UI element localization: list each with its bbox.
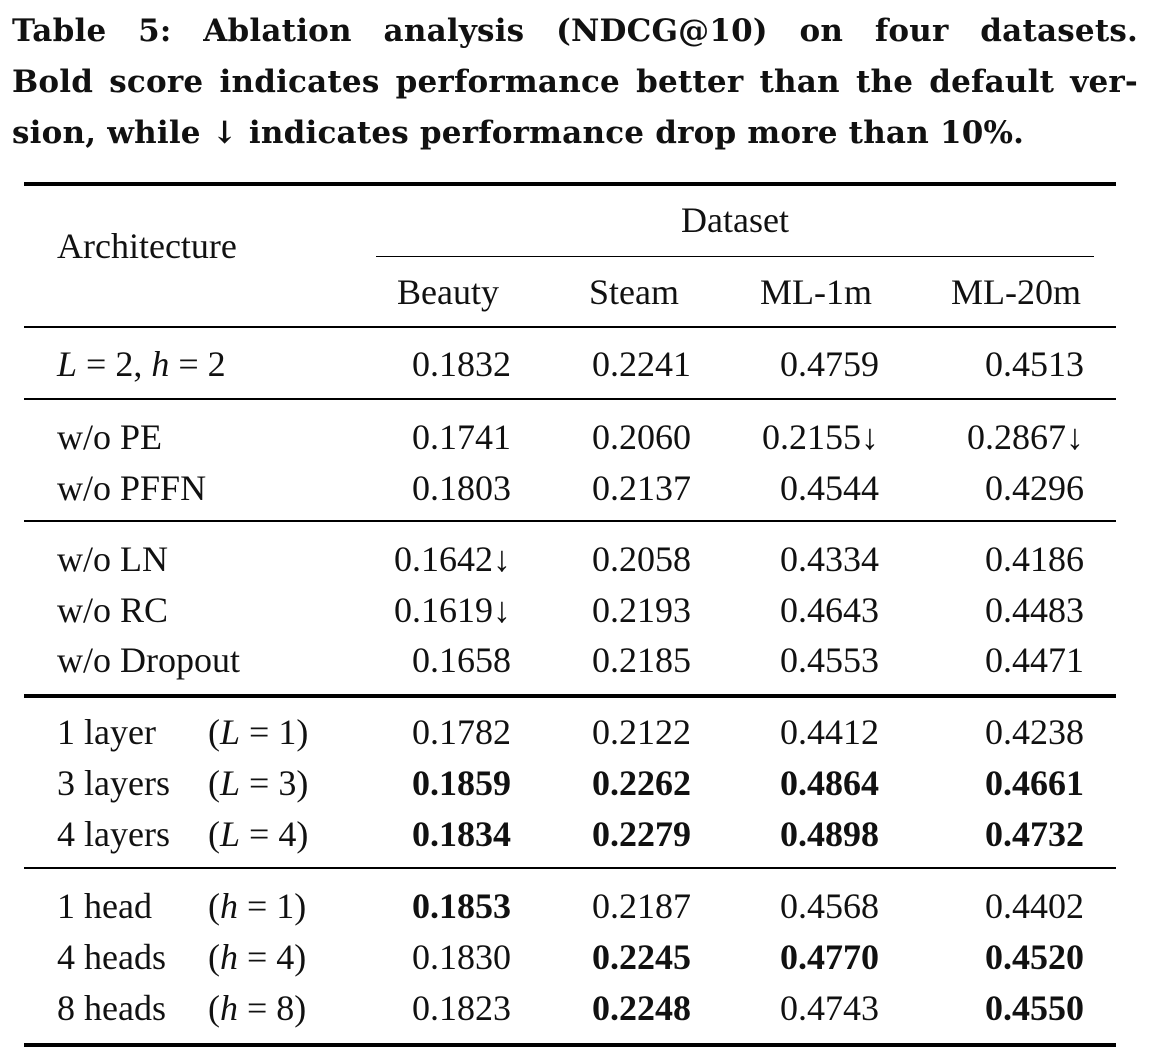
cell-steam: 0.2058 bbox=[592, 539, 691, 579]
cell-steam: 0.2193 bbox=[592, 590, 691, 630]
group-rule-2 bbox=[24, 520, 1116, 522]
caption-line-3: sion, while ↓ indicates performance drop… bbox=[12, 115, 1025, 151]
cell-ml20m: 0.4471 bbox=[985, 640, 1084, 680]
row-setting: (h = 1) bbox=[208, 886, 307, 926]
row-label: 4 heads bbox=[57, 937, 166, 977]
cell-ml1m: 0.4770 bbox=[780, 937, 879, 977]
cell-beauty: 0.1830 bbox=[412, 937, 511, 977]
cell-steam: 0.2185 bbox=[592, 640, 691, 680]
cell-beauty: 0.1834 bbox=[412, 814, 511, 854]
cell-ml1m: 0.4864 bbox=[780, 763, 879, 803]
cell-steam: 0.2060 bbox=[592, 417, 691, 457]
row-label: 8 heads bbox=[57, 988, 166, 1028]
cell-ml20m: 0.4483 bbox=[985, 590, 1084, 630]
row-label: 3 layers bbox=[57, 763, 170, 803]
caption-line-2: Bold score indicates performance better … bbox=[12, 64, 1138, 100]
row-label: 1 layer bbox=[57, 712, 156, 752]
row-label: w/o PFFN bbox=[57, 468, 207, 508]
row-setting: (L = 3) bbox=[208, 763, 309, 803]
cell-ml1m: 0.2155↓ bbox=[762, 417, 879, 457]
cell-ml20m: 0.4732 bbox=[985, 814, 1084, 854]
header-col-ml20m: ML-20m bbox=[951, 272, 1081, 312]
cell-ml20m: 0.4186 bbox=[985, 539, 1084, 579]
cell-beauty: 0.1853 bbox=[412, 886, 511, 926]
row-label: 4 layers bbox=[57, 814, 170, 854]
cell-ml20m: 0.2867↓ bbox=[967, 417, 1084, 457]
cell-ml20m: 0.4661 bbox=[985, 763, 1084, 803]
row-label: w/o PE bbox=[57, 417, 163, 457]
row-label: w/o Dropout bbox=[57, 640, 240, 680]
dataset-cmidrule bbox=[376, 256, 1094, 257]
cell-steam: 0.2248 bbox=[592, 988, 691, 1028]
cell-ml1m: 0.4743 bbox=[780, 988, 879, 1028]
cell-ml20m: 0.4238 bbox=[985, 712, 1084, 752]
cell-steam: 0.2122 bbox=[592, 712, 691, 752]
cell-beauty: 0.1642↓ bbox=[394, 539, 511, 579]
cell-ml1m: 0.4544 bbox=[780, 468, 879, 508]
cell-ml1m: 0.4568 bbox=[780, 886, 879, 926]
cell-ml20m: 0.4513 bbox=[985, 344, 1084, 384]
header-dataset: Dataset bbox=[681, 200, 789, 240]
cell-ml20m: 0.4296 bbox=[985, 468, 1084, 508]
row-label: w/o LN bbox=[57, 539, 168, 579]
group-rule-1 bbox=[24, 398, 1116, 400]
group-rule-4 bbox=[24, 867, 1116, 869]
cell-beauty: 0.1782 bbox=[412, 712, 511, 752]
cell-beauty: 0.1741 bbox=[412, 417, 511, 457]
cell-steam: 0.2262 bbox=[592, 763, 691, 803]
row-label: w/o RC bbox=[57, 590, 169, 630]
cell-beauty: 0.1619↓ bbox=[394, 590, 511, 630]
cell-beauty: 0.1832 bbox=[412, 344, 511, 384]
row-setting: (h = 8) bbox=[208, 988, 307, 1028]
cell-ml1m: 0.4553 bbox=[780, 640, 879, 680]
cell-ml1m: 0.4898 bbox=[780, 814, 879, 854]
cell-ml20m: 0.4402 bbox=[985, 886, 1084, 926]
row-setting: (L = 4) bbox=[208, 814, 309, 854]
cell-steam: 0.2241 bbox=[592, 344, 691, 384]
cell-ml1m: 0.4412 bbox=[780, 712, 879, 752]
row-label: L = 2, h = 2 bbox=[57, 344, 226, 384]
cell-steam: 0.2279 bbox=[592, 814, 691, 854]
cell-beauty: 0.1803 bbox=[412, 468, 511, 508]
caption-line-1: Table 5: Ablation analysis (NDCG@10) on … bbox=[12, 13, 1138, 49]
cell-beauty: 0.1859 bbox=[412, 763, 511, 803]
cell-ml20m: 0.4520 bbox=[985, 937, 1084, 977]
cell-ml1m: 0.4643 bbox=[780, 590, 879, 630]
row-setting: (L = 1) bbox=[208, 712, 309, 752]
cell-steam: 0.2245 bbox=[592, 937, 691, 977]
cell-beauty: 0.1823 bbox=[412, 988, 511, 1028]
table-caption: Table 5: Ablation analysis (NDCG@10) on … bbox=[12, 6, 1138, 159]
top-rule bbox=[24, 182, 1116, 186]
cell-steam: 0.2187 bbox=[592, 886, 691, 926]
header-col-steam: Steam bbox=[589, 272, 679, 312]
row-setting: (h = 4) bbox=[208, 937, 307, 977]
cell-ml1m: 0.4334 bbox=[780, 539, 879, 579]
cell-beauty: 0.1658 bbox=[412, 640, 511, 680]
cell-steam: 0.2137 bbox=[592, 468, 691, 508]
cell-ml1m: 0.4759 bbox=[780, 344, 879, 384]
row-label: 1 head bbox=[57, 886, 152, 926]
header-col-ml1m: ML-1m bbox=[760, 272, 872, 312]
cell-ml20m: 0.4550 bbox=[985, 988, 1084, 1028]
header-rule bbox=[24, 326, 1116, 328]
bottom-rule bbox=[24, 1043, 1116, 1047]
header-col-beauty: Beauty bbox=[397, 272, 499, 312]
group-rule-3 bbox=[24, 694, 1116, 698]
header-architecture: Architecture bbox=[57, 226, 237, 266]
